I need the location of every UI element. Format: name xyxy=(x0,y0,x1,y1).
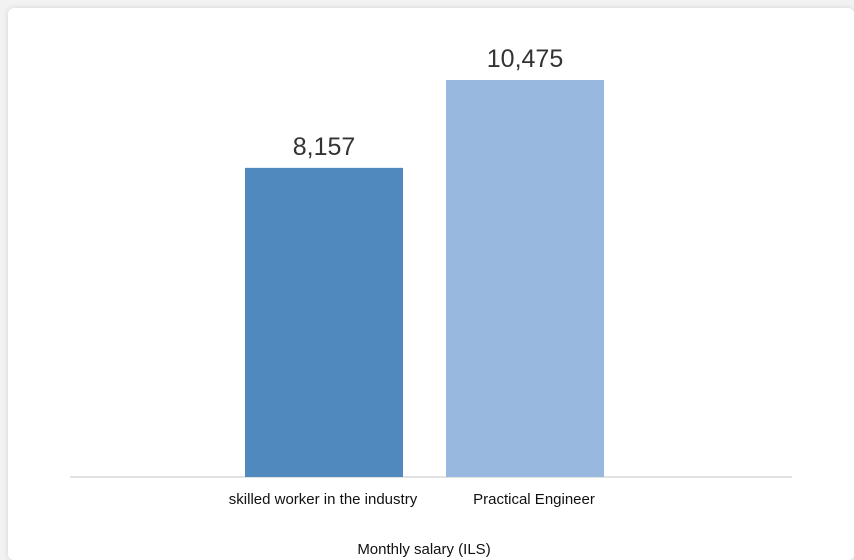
category-label-1: Practical Engineer xyxy=(473,491,595,508)
category-labels-group: skilled worker in the industry Practical … xyxy=(229,491,595,508)
chart-card xyxy=(8,8,854,560)
category-label-0: skilled worker in the industry xyxy=(229,491,418,508)
data-labels-group: 8,157 10,475 xyxy=(293,45,564,161)
x-axis-title: Monthly salary (ILS) xyxy=(357,541,490,558)
bar-1 xyxy=(446,80,604,477)
bars-group xyxy=(245,80,604,477)
bar-0 xyxy=(245,167,403,477)
data-label-1: 10,475 xyxy=(487,45,563,73)
data-label-0: 8,157 xyxy=(293,133,356,161)
